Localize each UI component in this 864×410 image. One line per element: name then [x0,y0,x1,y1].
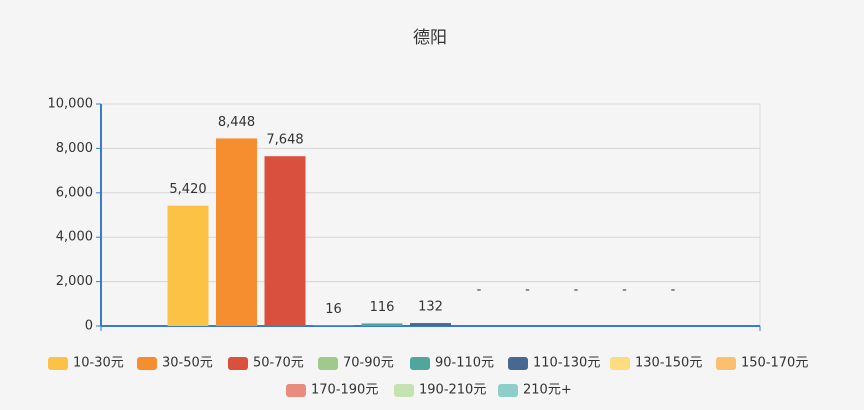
legend-swatch [394,384,414,397]
bar [264,156,306,326]
data-label: - [671,283,676,298]
legend-swatch [610,357,630,370]
y-tick-label: 8,000 [56,141,93,156]
legend-label: 70-90元 [343,356,394,371]
legend-label: 130-150元 [635,356,702,371]
legend-swatch [137,357,157,370]
legend-label: 50-70元 [253,356,304,371]
legend-label: 170-190元 [311,383,378,398]
legend-swatch [508,357,528,370]
bar [410,323,451,326]
legend-swatch [286,384,306,397]
data-label: 5,420 [169,182,206,197]
bar [216,138,257,326]
legend-swatch [228,357,248,370]
legend-label: 90-110元 [435,356,494,371]
y-tick-label: 2,000 [56,274,93,289]
bar [361,323,403,326]
legend-swatch [48,357,68,370]
legend-label: 210元+ [523,383,572,398]
data-label: 8,448 [218,115,255,130]
legend-swatch [498,384,518,397]
bar [167,205,209,326]
y-tick-label: 10,000 [48,97,94,112]
legend-swatch [318,357,338,370]
chart-title: 德阳 [413,28,447,48]
legend-label: 190-210元 [419,383,486,398]
data-label: 16 [325,302,342,317]
data-label: - [574,283,579,298]
y-tick-label: 0 [85,319,93,334]
data-label: - [477,283,482,298]
data-label: 116 [370,300,395,315]
data-label: - [622,283,627,298]
data-label: 7,648 [266,133,303,148]
legend-swatch [716,357,736,370]
data-label: - [525,283,530,298]
y-tick-label: 4,000 [56,230,93,245]
data-label: 132 [418,300,443,315]
legend-label: 150-170元 [741,356,808,371]
y-tick-label: 6,000 [56,185,93,200]
legend-label: 30-50元 [162,356,213,371]
legend-swatch [410,357,430,370]
legend-label: 110-130元 [533,356,600,371]
legend-label: 10-30元 [73,356,124,371]
